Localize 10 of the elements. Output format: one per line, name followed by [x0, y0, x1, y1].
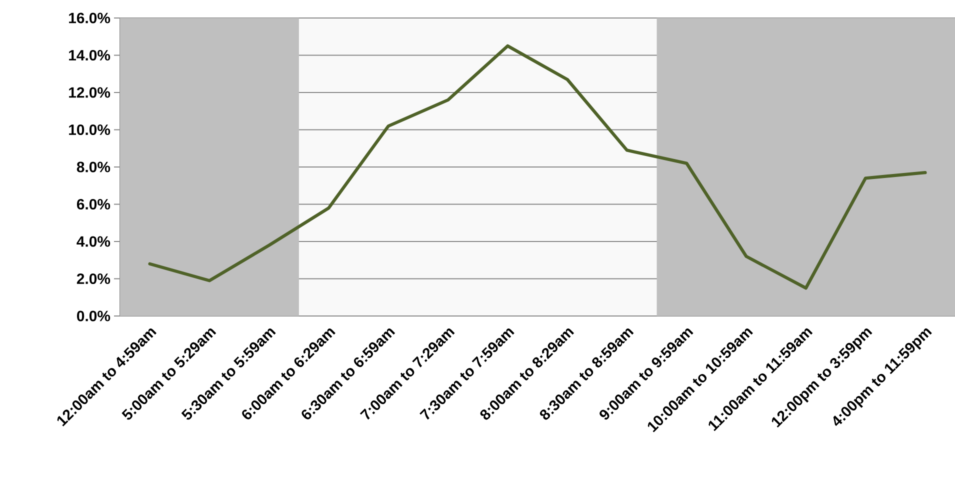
y-tick-label: 6.0%	[76, 198, 110, 210]
y-tick-label: 4.0%	[76, 236, 110, 247]
y-tick-label: 0.0%	[77, 310, 110, 322]
y-tick-label: 12.0%	[69, 87, 110, 98]
y-tick-label: 14.0%	[69, 50, 110, 61]
y-tick-label: 8.0%	[76, 162, 110, 172]
y-tick-label: 2.0%	[76, 273, 110, 284]
line-series	[148, 44, 927, 290]
y-tick-label: 10.0%	[69, 124, 110, 136]
y-tick-label: 16.0%	[69, 12, 110, 24]
